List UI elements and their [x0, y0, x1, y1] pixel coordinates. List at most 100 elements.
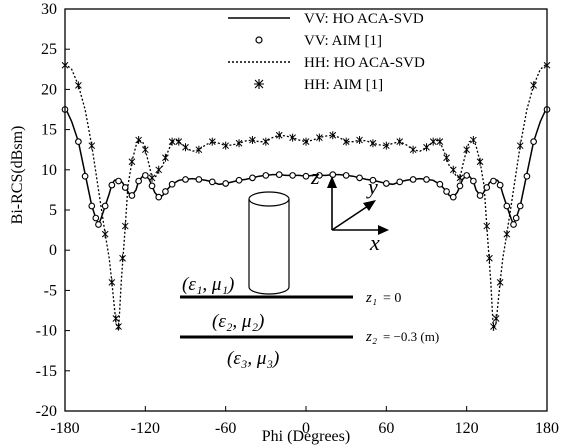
- data-point: [115, 322, 122, 331]
- data-point: [316, 172, 323, 179]
- data-point: [423, 176, 430, 183]
- data-point: [249, 174, 256, 182]
- data-point: [342, 172, 350, 179]
- data-point: [356, 174, 363, 182]
- data-point: [470, 177, 477, 185]
- data-point: [262, 137, 270, 146]
- z2-value: = −0.3 (m): [383, 329, 439, 344]
- data-point: [490, 322, 497, 331]
- data-point: [289, 172, 296, 179]
- y-axis-title: Bi-RCS(dBsm): [9, 126, 26, 225]
- data-point: [369, 139, 377, 148]
- data-point: [523, 172, 531, 180]
- data-point: [369, 176, 377, 184]
- x-tick-label: -60: [215, 420, 236, 437]
- data-point: [155, 193, 163, 201]
- data-point: [289, 133, 296, 142]
- data-point: [496, 278, 504, 287]
- x-tick-label: 0: [302, 420, 310, 437]
- data-point: [275, 171, 283, 178]
- data-point: [492, 314, 500, 323]
- y-tick-label: 10: [41, 162, 57, 179]
- data-point: [530, 81, 537, 90]
- data-point: [141, 145, 149, 154]
- data-point: [148, 182, 156, 190]
- data-point: [443, 188, 450, 195]
- data-point: [476, 157, 484, 166]
- data-point: [409, 176, 417, 183]
- y-tick-label: -20: [36, 403, 57, 420]
- legend: VV: HO ACA-SVD VV: AIM [1] HH: HO ACA-SV…: [228, 11, 425, 93]
- y-tick-label: 20: [41, 81, 57, 98]
- series-0: [64, 106, 548, 227]
- data-point: [88, 141, 96, 150]
- data-point: [275, 131, 283, 140]
- data-point: [119, 254, 126, 263]
- data-point: [128, 192, 136, 199]
- series-1: [61, 106, 551, 228]
- y-tick-label: 30: [41, 1, 57, 18]
- data-point: [510, 221, 517, 228]
- series-layer: [61, 61, 551, 331]
- data-point: [108, 181, 116, 189]
- legend-item-hh-aim: HH: AIM [1]: [254, 77, 383, 93]
- data-point: [262, 172, 270, 179]
- x-axis-label: x: [369, 230, 380, 255]
- data-point: [302, 137, 310, 146]
- data-point: [436, 180, 444, 188]
- data-point: [476, 192, 484, 199]
- z2-symbol: z₂: [365, 329, 377, 345]
- plot-frame: [64, 8, 548, 412]
- layer2-label: (ε₂, μ₂): [212, 311, 264, 332]
- data-point: [396, 137, 404, 146]
- data-point: [516, 202, 524, 210]
- data-point: [503, 202, 511, 210]
- data-point: [135, 136, 142, 145]
- data-point: [463, 145, 471, 154]
- layer3-label: (ε₃, μ₃): [227, 348, 279, 369]
- x-tick-label: -120: [131, 420, 160, 437]
- x-tick-label: 180: [535, 420, 559, 437]
- data-point: [436, 137, 444, 146]
- data-point: [486, 254, 493, 263]
- x-tick-labels: -180 -120 -60 0 60 120 180: [50, 420, 559, 437]
- data-point: [329, 171, 337, 178]
- data-point: [423, 143, 430, 152]
- data-point: [121, 184, 129, 191]
- data-point: [208, 178, 216, 186]
- data-point: [429, 137, 437, 146]
- y-tick-labels: -20 -15 -10 -5 0 5 10 15 20 25 30: [36, 1, 57, 420]
- data-point: [470, 136, 477, 145]
- legend-swatch-asterisk: [254, 79, 264, 89]
- series-line: [64, 63, 548, 331]
- data-point: [382, 141, 390, 150]
- legend-item-hh-hoaca: HH: HO ACA-SVD: [228, 55, 425, 71]
- data-point: [235, 139, 243, 148]
- data-point: [516, 141, 524, 150]
- data-point: [88, 202, 96, 210]
- data-point: [456, 182, 464, 190]
- x-tick-label: 120: [455, 420, 479, 437]
- data-point: [168, 137, 176, 146]
- y-tick-label: 25: [41, 41, 57, 58]
- data-point: [342, 137, 350, 146]
- data-point: [302, 172, 310, 180]
- data-point: [409, 145, 417, 154]
- data-point: [162, 153, 169, 162]
- data-point: [503, 230, 511, 239]
- data-point: [162, 188, 169, 195]
- data-point: [141, 172, 149, 179]
- data-point: [512, 214, 520, 222]
- legend-label: VV: AIM [1]: [304, 33, 382, 49]
- data-point: [396, 178, 404, 186]
- data-point: [101, 202, 109, 210]
- y-tick-label: 0: [49, 242, 57, 259]
- data-point: [182, 143, 189, 152]
- x-tick-label: 60: [378, 420, 394, 437]
- y-axis-label: y: [366, 174, 378, 199]
- x-axis-title: Phi (Degrees): [262, 428, 350, 445]
- data-point: [195, 176, 203, 183]
- z-axis-label: z: [310, 164, 320, 189]
- y-tick-label: -10: [36, 323, 57, 340]
